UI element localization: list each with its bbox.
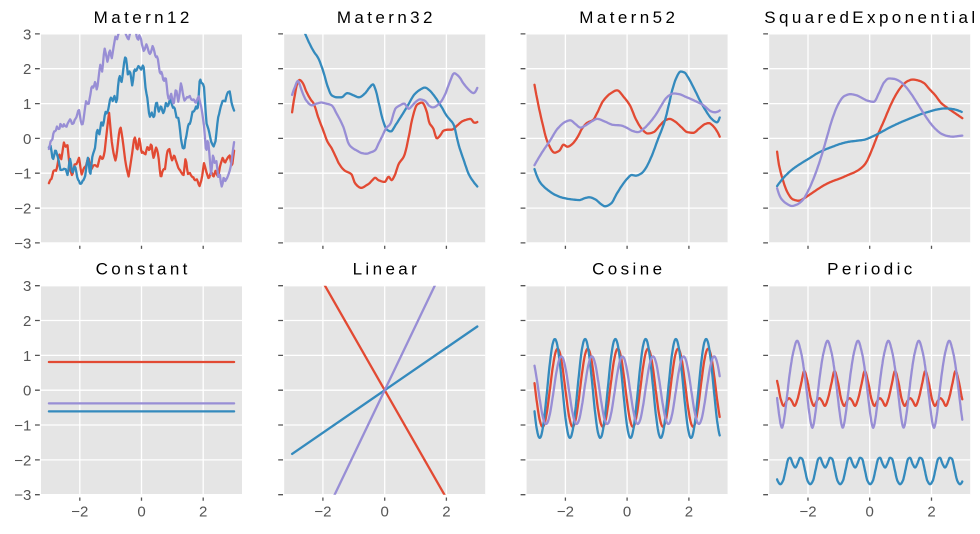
svg-text:2: 2 xyxy=(199,503,207,520)
svg-text:Matern12: Matern12 xyxy=(94,8,193,27)
svg-text:3: 3 xyxy=(23,278,31,295)
svg-text:0: 0 xyxy=(23,383,31,400)
svg-text:0: 0 xyxy=(381,503,389,520)
svg-text:−2: −2 xyxy=(71,503,88,520)
svg-text:Cosine: Cosine xyxy=(592,260,665,279)
svg-text:2: 2 xyxy=(23,313,31,330)
svg-text:Periodic: Periodic xyxy=(827,260,916,279)
svg-text:−3: −3 xyxy=(14,487,31,504)
svg-text:−2: −2 xyxy=(799,503,816,520)
svg-text:−2: −2 xyxy=(14,452,31,469)
svg-text:−3: −3 xyxy=(14,235,31,252)
svg-text:0: 0 xyxy=(23,131,31,148)
svg-text:−1: −1 xyxy=(14,166,31,183)
svg-text:3: 3 xyxy=(23,26,31,43)
svg-text:Matern32: Matern32 xyxy=(337,8,436,27)
svg-text:1: 1 xyxy=(23,96,31,113)
svg-text:Linear: Linear xyxy=(353,260,421,279)
svg-text:−2: −2 xyxy=(557,503,574,520)
svg-text:2: 2 xyxy=(685,503,693,520)
svg-text:2: 2 xyxy=(927,503,935,520)
svg-text:2: 2 xyxy=(23,61,31,78)
svg-text:0: 0 xyxy=(137,503,145,520)
svg-text:−2: −2 xyxy=(14,201,31,218)
svg-text:−1: −1 xyxy=(14,417,31,434)
svg-text:0: 0 xyxy=(866,503,874,520)
svg-text:2: 2 xyxy=(442,503,450,520)
svg-text:Constant: Constant xyxy=(96,260,191,279)
svg-text:1: 1 xyxy=(23,348,31,365)
svg-text:Matern52: Matern52 xyxy=(579,8,678,27)
svg-text:−2: −2 xyxy=(314,503,331,520)
svg-text:SquaredExponential: SquaredExponential xyxy=(764,8,978,27)
svg-text:0: 0 xyxy=(623,503,631,520)
